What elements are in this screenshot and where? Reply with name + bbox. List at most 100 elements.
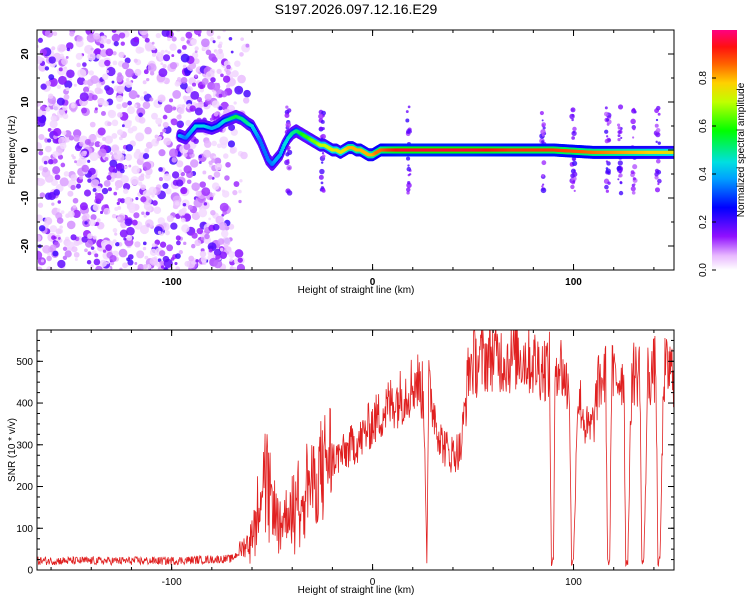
noise-blob xyxy=(57,154,64,160)
noise-blob xyxy=(139,30,149,36)
noise-blob xyxy=(180,76,188,84)
spike-mark xyxy=(408,173,412,176)
noise-blob xyxy=(137,263,145,270)
spike-mark xyxy=(318,113,324,120)
spike-mark xyxy=(572,180,576,183)
noise-blob xyxy=(179,124,183,128)
noise-blob xyxy=(133,104,138,108)
noise-blob xyxy=(37,37,43,43)
noise-blob xyxy=(39,105,46,112)
noise-blob xyxy=(71,102,75,106)
noise-blob xyxy=(84,138,91,146)
noise-blob xyxy=(178,250,183,255)
noise-blob xyxy=(180,36,185,42)
noise-blob xyxy=(121,124,125,128)
noise-blob xyxy=(200,256,207,263)
noise-blob xyxy=(233,101,237,105)
noise-blob xyxy=(180,171,185,177)
noise-blob xyxy=(86,259,92,265)
noise-blob xyxy=(142,153,150,160)
noise-blob xyxy=(95,221,100,226)
spike-mark xyxy=(657,112,661,116)
noise-blob xyxy=(96,218,101,223)
noise-blob xyxy=(211,158,216,163)
noise-blob xyxy=(203,140,212,148)
noise-blob xyxy=(176,160,184,168)
noise-blob xyxy=(105,38,112,45)
noise-blob xyxy=(166,215,174,223)
noise-blob xyxy=(164,104,173,114)
spike-mark xyxy=(407,164,410,167)
noise-blob xyxy=(125,144,133,152)
spike-mark xyxy=(284,112,290,118)
bottom-ytick-label: 200 xyxy=(16,482,33,493)
noise-blob xyxy=(95,265,103,270)
noise-blob xyxy=(162,64,167,69)
noise-blob xyxy=(65,55,69,59)
spike-mark xyxy=(320,186,325,190)
noise-blob xyxy=(174,261,178,266)
noise-blob xyxy=(138,175,145,182)
noise-blob xyxy=(102,100,109,107)
noise-blob xyxy=(59,225,63,229)
noise-blob xyxy=(135,132,145,142)
noise-blob xyxy=(92,203,100,211)
noise-blob xyxy=(151,52,157,57)
noise-blob xyxy=(116,201,120,206)
spike-mark xyxy=(632,177,637,181)
noise-blob xyxy=(216,82,220,86)
noise-blob xyxy=(140,184,146,191)
noise-blob xyxy=(89,152,99,162)
noise-blob xyxy=(112,51,117,56)
noise-blob xyxy=(79,175,84,180)
noise-blob xyxy=(138,112,143,118)
noise-blob xyxy=(38,150,44,156)
noise-blob xyxy=(108,165,116,173)
spike-mark xyxy=(406,156,411,161)
noise-blob xyxy=(87,178,92,183)
noise-blob xyxy=(198,208,208,218)
noise-blob xyxy=(57,75,67,85)
noise-blob xyxy=(52,103,60,111)
bottom-ytick-label: 400 xyxy=(16,399,33,410)
noise-blob xyxy=(97,97,105,106)
noise-blob xyxy=(145,219,154,228)
noise-blob xyxy=(60,162,66,168)
noise-blob xyxy=(117,72,123,78)
noise-blob xyxy=(158,167,163,172)
noise-blob xyxy=(80,150,87,157)
noise-blob xyxy=(94,87,102,95)
noise-blob xyxy=(236,263,246,270)
noise-blob xyxy=(38,225,46,232)
noise-blob xyxy=(190,39,197,46)
noise-blob xyxy=(37,202,44,208)
noise-blob xyxy=(178,169,183,174)
noise-blob xyxy=(169,62,178,70)
noise-blob xyxy=(211,182,220,190)
noise-blob xyxy=(223,153,229,159)
noise-blob xyxy=(209,117,214,121)
noise-blob xyxy=(180,217,186,223)
noise-blob xyxy=(164,49,168,53)
noise-blob xyxy=(142,264,148,270)
noise-blob xyxy=(151,112,158,120)
noise-blob xyxy=(175,266,181,270)
noise-blob xyxy=(73,134,81,142)
spike-mark xyxy=(541,174,545,177)
noise-blob xyxy=(83,80,88,85)
noise-blob xyxy=(135,197,139,201)
noise-blob xyxy=(57,200,62,204)
spike-mark xyxy=(619,181,623,185)
noise-blob xyxy=(227,140,236,148)
noise-blob xyxy=(229,147,236,154)
spike-mark xyxy=(605,118,610,122)
noise-blob xyxy=(114,207,119,212)
noise-blob xyxy=(186,179,192,185)
noise-blob xyxy=(177,49,182,54)
top-ytick-label: 10 xyxy=(20,96,31,108)
noise-blob xyxy=(122,262,128,269)
noise-blob xyxy=(49,244,57,252)
noise-blob xyxy=(194,239,202,247)
noise-blob xyxy=(107,187,112,192)
spike-mark xyxy=(605,167,609,170)
